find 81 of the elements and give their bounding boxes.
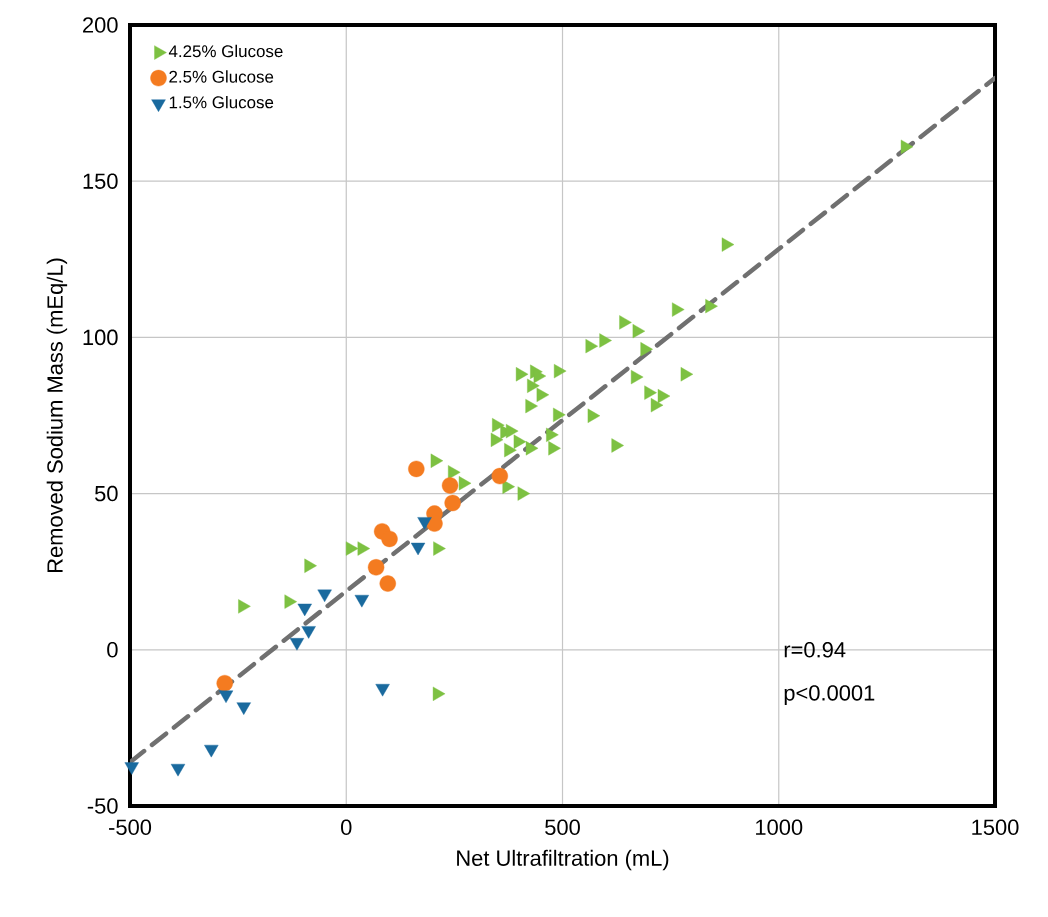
point	[536, 387, 550, 402]
point	[444, 494, 461, 512]
y-tick-label: -50	[87, 798, 118, 814]
point	[432, 686, 446, 701]
point	[317, 589, 332, 603]
point	[721, 237, 735, 252]
point	[619, 315, 632, 330]
point	[900, 139, 914, 154]
point	[657, 388, 671, 404]
x-tick-label: -500	[109, 819, 152, 836]
point	[433, 541, 446, 556]
point	[527, 378, 540, 393]
point	[525, 441, 539, 456]
point	[218, 690, 234, 703]
point	[599, 333, 612, 348]
x-tick-label: 1000	[756, 819, 803, 836]
point	[204, 744, 219, 758]
point	[304, 558, 317, 573]
point	[238, 599, 251, 614]
point	[705, 299, 718, 314]
x-tick-label: 0	[341, 819, 352, 836]
legend-label: 2.5% Glucose	[169, 70, 274, 83]
point	[517, 486, 531, 501]
y-tick-label: 0	[107, 642, 118, 658]
y-tick-label: 100	[83, 329, 118, 346]
point	[585, 339, 598, 354]
point	[345, 541, 359, 556]
point	[354, 594, 369, 608]
point	[515, 367, 529, 382]
x-axis-title: Net Ultrafiltration (mL)	[457, 849, 669, 871]
x-tick-label: 500	[545, 819, 580, 836]
x-tick-label: 1500	[972, 819, 1019, 836]
point	[553, 363, 567, 379]
point	[458, 476, 472, 491]
point	[505, 423, 519, 439]
point	[367, 559, 385, 576]
legend-label: 4.25% Glucose	[168, 44, 283, 58]
point	[490, 432, 504, 447]
point	[170, 763, 186, 777]
point	[632, 324, 646, 339]
point	[408, 460, 425, 478]
point	[236, 702, 251, 715]
point	[441, 477, 459, 494]
point	[375, 684, 390, 697]
point	[513, 434, 527, 449]
point	[504, 443, 517, 458]
point	[357, 541, 371, 556]
point	[650, 398, 664, 413]
legend-label: 1.5% Glucose	[169, 95, 274, 109]
point	[284, 594, 297, 609]
point	[216, 675, 233, 692]
point	[124, 762, 139, 775]
point	[289, 638, 305, 651]
point	[448, 465, 461, 480]
point	[297, 603, 312, 617]
point	[381, 530, 398, 548]
point	[630, 369, 644, 385]
point	[640, 342, 653, 357]
point	[548, 441, 561, 456]
point	[492, 418, 505, 433]
point	[525, 398, 538, 414]
y-axis-title: Removed Sodium Mass (mEq/L)	[46, 258, 68, 573]
point	[611, 438, 624, 453]
y-tick-label: 150	[83, 173, 118, 189]
point	[301, 626, 316, 639]
point	[680, 367, 694, 382]
point	[417, 517, 432, 530]
point	[587, 408, 601, 423]
point	[644, 385, 657, 400]
annotation: p<0.0001	[784, 685, 875, 706]
point	[430, 453, 444, 468]
point	[672, 302, 685, 317]
annotation: r=0.94	[784, 642, 846, 658]
point	[553, 407, 566, 422]
y-tick-label: 200	[83, 17, 118, 33]
y-tick-label: 50	[95, 485, 118, 502]
point	[410, 542, 426, 556]
point	[502, 479, 515, 494]
point	[379, 575, 396, 592]
point	[491, 467, 508, 485]
point	[546, 427, 559, 442]
